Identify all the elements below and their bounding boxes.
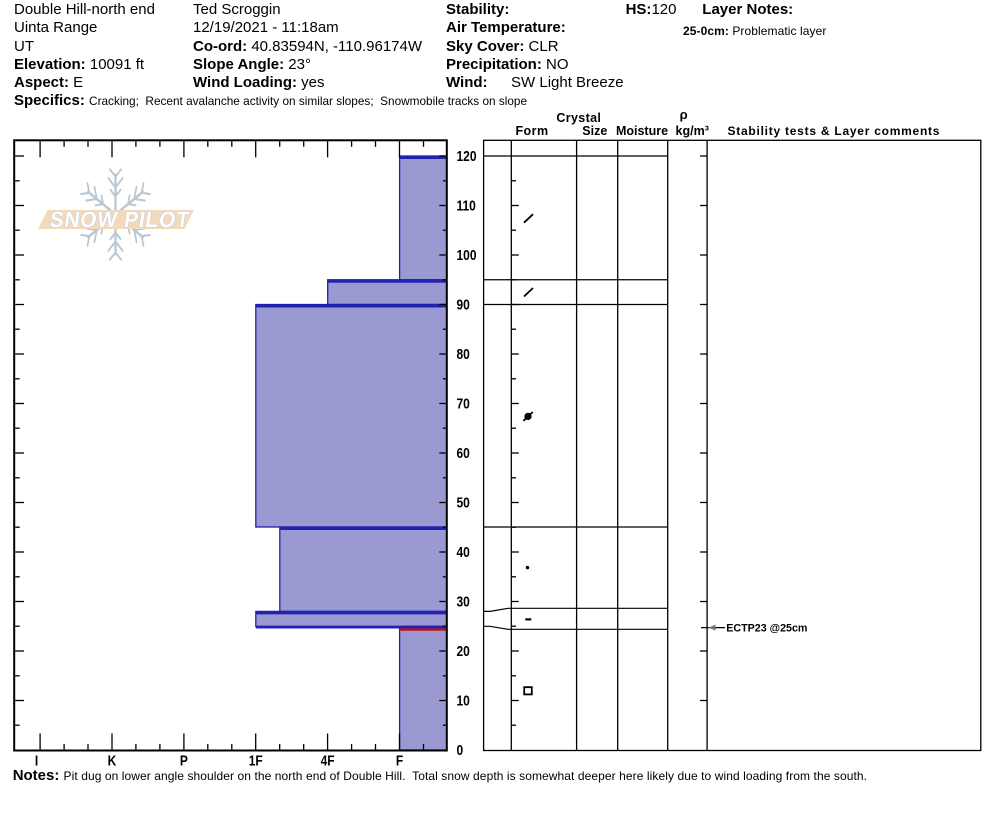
svg-text:K: K: [108, 752, 117, 769]
svg-text:kg/m³: kg/m³: [676, 124, 709, 138]
svg-text:4F: 4F: [321, 752, 335, 769]
svg-text:100: 100: [457, 247, 477, 264]
svg-text:30: 30: [457, 593, 470, 610]
svg-text:90: 90: [457, 296, 470, 313]
svg-text:F: F: [396, 752, 403, 769]
svg-text:50: 50: [457, 494, 470, 511]
svg-text:40: 40: [457, 544, 470, 561]
svg-text:I: I: [35, 752, 38, 769]
svg-text:60: 60: [457, 445, 470, 462]
svg-text:120: 120: [457, 148, 477, 165]
svg-text:Form: Form: [515, 124, 548, 138]
svg-text:20: 20: [457, 643, 470, 660]
svg-text:Size: Size: [582, 124, 607, 138]
svg-text:ECTP23 @25cm: ECTP23 @25cm: [726, 622, 807, 634]
svg-text:ρ: ρ: [680, 107, 688, 122]
svg-text:Crystal: Crystal: [556, 111, 601, 125]
svg-text:P: P: [180, 752, 188, 769]
svg-text:Moisture: Moisture: [616, 124, 668, 138]
svg-text:Stability tests & Layer commen: Stability tests & Layer comments: [728, 124, 941, 138]
svg-text:70: 70: [457, 395, 470, 412]
svg-text:1F: 1F: [249, 752, 263, 769]
svg-text:SNOW PILOT: SNOW PILOT: [48, 207, 191, 233]
svg-text:10: 10: [457, 692, 470, 709]
svg-text:80: 80: [457, 346, 470, 363]
svg-text:0: 0: [457, 742, 464, 759]
svg-text:110: 110: [457, 197, 476, 214]
